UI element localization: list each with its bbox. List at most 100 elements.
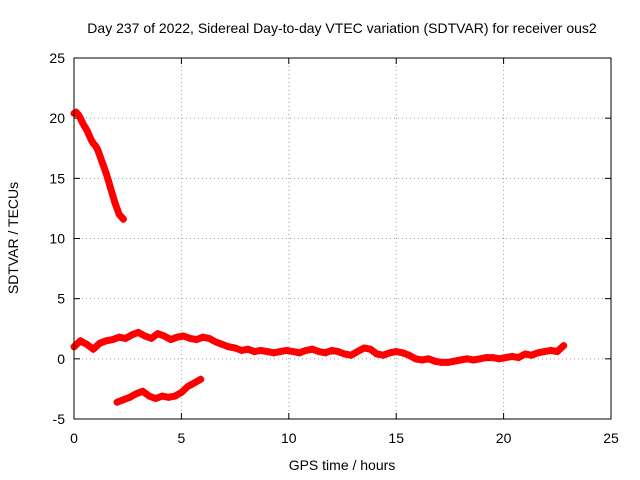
data-point (528, 351, 536, 359)
x-tick-labels: 0 5 10 15 20 25 (70, 430, 619, 446)
data-point (289, 348, 297, 356)
data-point (476, 355, 484, 363)
data-point (119, 215, 127, 223)
x-tick-label: 0 (70, 430, 78, 446)
data-point (560, 342, 568, 350)
data-point (308, 345, 316, 353)
data-point (184, 383, 192, 391)
data-point (283, 346, 291, 354)
data-point (412, 355, 420, 363)
grid-lines (74, 58, 611, 419)
data-point (177, 389, 185, 397)
data-point (122, 334, 130, 342)
data-point (192, 336, 200, 344)
data-point (495, 355, 503, 363)
data-point (173, 333, 181, 341)
data-point (83, 126, 91, 134)
x-tick-label: 20 (496, 430, 512, 446)
data-point (83, 340, 91, 348)
data-point (212, 338, 220, 346)
data-point (81, 123, 89, 131)
data-point (197, 375, 205, 383)
data-point (186, 334, 194, 342)
data-point (152, 395, 160, 403)
data-point (450, 357, 458, 365)
data-point (79, 119, 87, 127)
data-point (102, 170, 110, 178)
y-tick-label: 0 (57, 351, 65, 367)
data-point (521, 350, 529, 358)
data-point (437, 358, 445, 366)
data-point (126, 393, 134, 401)
data-point (96, 151, 104, 159)
data-point (96, 339, 104, 347)
data-point (180, 332, 188, 340)
y-tick-label: 5 (57, 291, 65, 307)
data-point (328, 346, 336, 354)
data-point (76, 337, 84, 345)
data-point (540, 348, 548, 356)
data-point (94, 145, 102, 153)
data-point (225, 343, 233, 351)
data-point (171, 392, 179, 400)
x-tick-label: 5 (178, 430, 186, 446)
data-point (147, 334, 155, 342)
data-point (534, 349, 542, 357)
y-tick-label: 25 (49, 50, 65, 66)
data-point (132, 390, 140, 398)
data-point (347, 351, 355, 359)
data-point (508, 352, 516, 360)
y-tick-label: 20 (49, 110, 65, 126)
series-segment-low (113, 375, 205, 406)
data-point (257, 346, 265, 354)
data-point (238, 346, 246, 354)
data-point (424, 355, 432, 363)
data-point (386, 349, 394, 357)
data-point (102, 337, 110, 345)
data-point (100, 164, 108, 172)
data-point (270, 349, 278, 357)
data-point (107, 184, 115, 192)
data-point (431, 357, 439, 365)
data-point (321, 349, 329, 357)
data-point (489, 354, 497, 362)
data-point (444, 358, 452, 366)
data-point (111, 198, 119, 206)
data-point (373, 350, 381, 358)
y-tick-label: -5 (53, 411, 66, 427)
x-tick-label: 25 (603, 430, 619, 446)
data-point (276, 348, 284, 356)
data-point (418, 356, 426, 364)
data-point (89, 345, 97, 353)
data-point (205, 334, 213, 342)
data-point (360, 344, 368, 352)
data-point (113, 204, 121, 212)
data-point (74, 111, 82, 119)
x-axis-label: GPS time / hours (289, 457, 396, 473)
data-point (160, 332, 168, 340)
data-point (354, 348, 362, 356)
data-point (167, 336, 175, 344)
data-point (502, 354, 510, 362)
plot-frame (73, 57, 612, 420)
data-point (392, 348, 400, 356)
chart-title: Day 237 of 2022, Sidereal Day-to-day VTE… (87, 20, 597, 36)
data-point (296, 349, 304, 357)
data-point (463, 355, 471, 363)
x-tick-label: 15 (388, 430, 404, 446)
data-point (366, 345, 374, 353)
data-point (470, 356, 478, 364)
data-point (87, 136, 95, 144)
data-point (457, 356, 465, 364)
data-point (379, 351, 387, 359)
data-point (515, 354, 523, 362)
data-point (154, 330, 162, 338)
data-point (263, 348, 271, 356)
data-point (91, 142, 99, 150)
series-segment-main (70, 328, 568, 366)
data-point (334, 348, 342, 356)
y-tick-label: 10 (49, 231, 65, 247)
data-point (158, 392, 166, 400)
data-point (134, 328, 142, 336)
data-series (70, 108, 568, 406)
